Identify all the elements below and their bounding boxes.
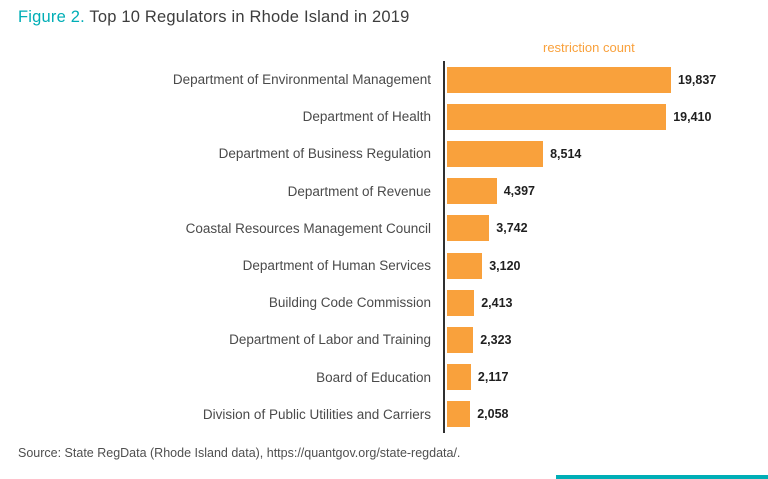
- category-label: Department of Human Services: [242, 258, 431, 274]
- category-label: Department of Health: [302, 109, 431, 125]
- bar: [447, 252, 483, 279]
- category-label: Coastal Resources Management Council: [185, 220, 431, 236]
- value-label: 3,742: [496, 221, 528, 236]
- chart-row: Department of Labor and Training 2,323: [18, 321, 750, 359]
- bar: [447, 401, 471, 428]
- figure-title-text: Top 10 Regulators in Rhode Island in 201…: [84, 8, 410, 26]
- value-label: 2,323: [480, 332, 512, 347]
- category-label: Department of Business Regulation: [218, 146, 431, 162]
- category-label: Department of Labor and Training: [229, 332, 431, 348]
- chart-row: Coastal Resources Management Council 3,74…: [18, 209, 750, 247]
- chart-row: Board of Education 2,117: [18, 358, 750, 396]
- bar-area: 2,117: [443, 358, 750, 396]
- bar-area: 19,837: [443, 61, 750, 99]
- bar-chart: Department of Environmental Management 19…: [18, 61, 750, 433]
- bar-area: 19,410: [443, 98, 750, 136]
- figure-title: Figure 2. Top 10 Regulators in Rhode Isl…: [18, 8, 410, 27]
- value-label: 4,397: [503, 184, 535, 199]
- chart-row: Department of Environmental Management 19…: [18, 61, 750, 99]
- footer-accent-bar: [556, 475, 768, 479]
- bar-area: 3,742: [443, 209, 750, 247]
- value-label: 2,413: [481, 295, 513, 310]
- source-note: Source: State RegData (Rhode Island data…: [18, 446, 461, 460]
- bar: [447, 289, 475, 316]
- bar-area: 4,397: [443, 172, 750, 210]
- value-label: 2,058: [477, 407, 509, 422]
- category-label: Division of Public Utilities and Carrier…: [202, 406, 431, 422]
- value-label: 2,117: [477, 370, 509, 385]
- bar-area: 8,514: [443, 135, 750, 173]
- bar: [447, 140, 544, 167]
- bar: [447, 364, 471, 391]
- figure-number: Figure 2.: [18, 8, 85, 26]
- axis-label-restriction-count: restriction count: [543, 40, 635, 55]
- chart-row: Division of Public Utilities and Carrier…: [18, 395, 750, 433]
- bar-area: 2,413: [443, 284, 750, 322]
- bar-area: 2,323: [443, 321, 750, 359]
- value-label: 8,514: [550, 146, 582, 161]
- category-label: Department of Environmental Management: [172, 72, 431, 88]
- bar: [447, 66, 671, 93]
- value-label: 19,410: [673, 109, 712, 124]
- chart-row: Department of Human Services 3,120: [18, 246, 750, 285]
- chart-row: Department of Revenue 4,397: [18, 172, 750, 210]
- chart-row: Department of Health 19,410: [18, 98, 750, 136]
- bar: [447, 326, 474, 353]
- bar: [447, 215, 490, 242]
- category-label: Building Code Commission: [268, 295, 431, 311]
- value-label: 19,837: [678, 72, 717, 87]
- chart-row: Building Code Commission 2,413: [18, 284, 750, 322]
- bar-area: 3,120: [443, 246, 750, 285]
- bar: [447, 103, 667, 130]
- value-label: 3,120: [489, 258, 521, 273]
- category-label: Board of Education: [316, 369, 431, 385]
- chart-row: Department of Business Regulation 8,514: [18, 135, 750, 173]
- bar: [447, 178, 497, 205]
- bar-area: 2,058: [443, 395, 750, 433]
- category-label: Department of Revenue: [287, 183, 431, 199]
